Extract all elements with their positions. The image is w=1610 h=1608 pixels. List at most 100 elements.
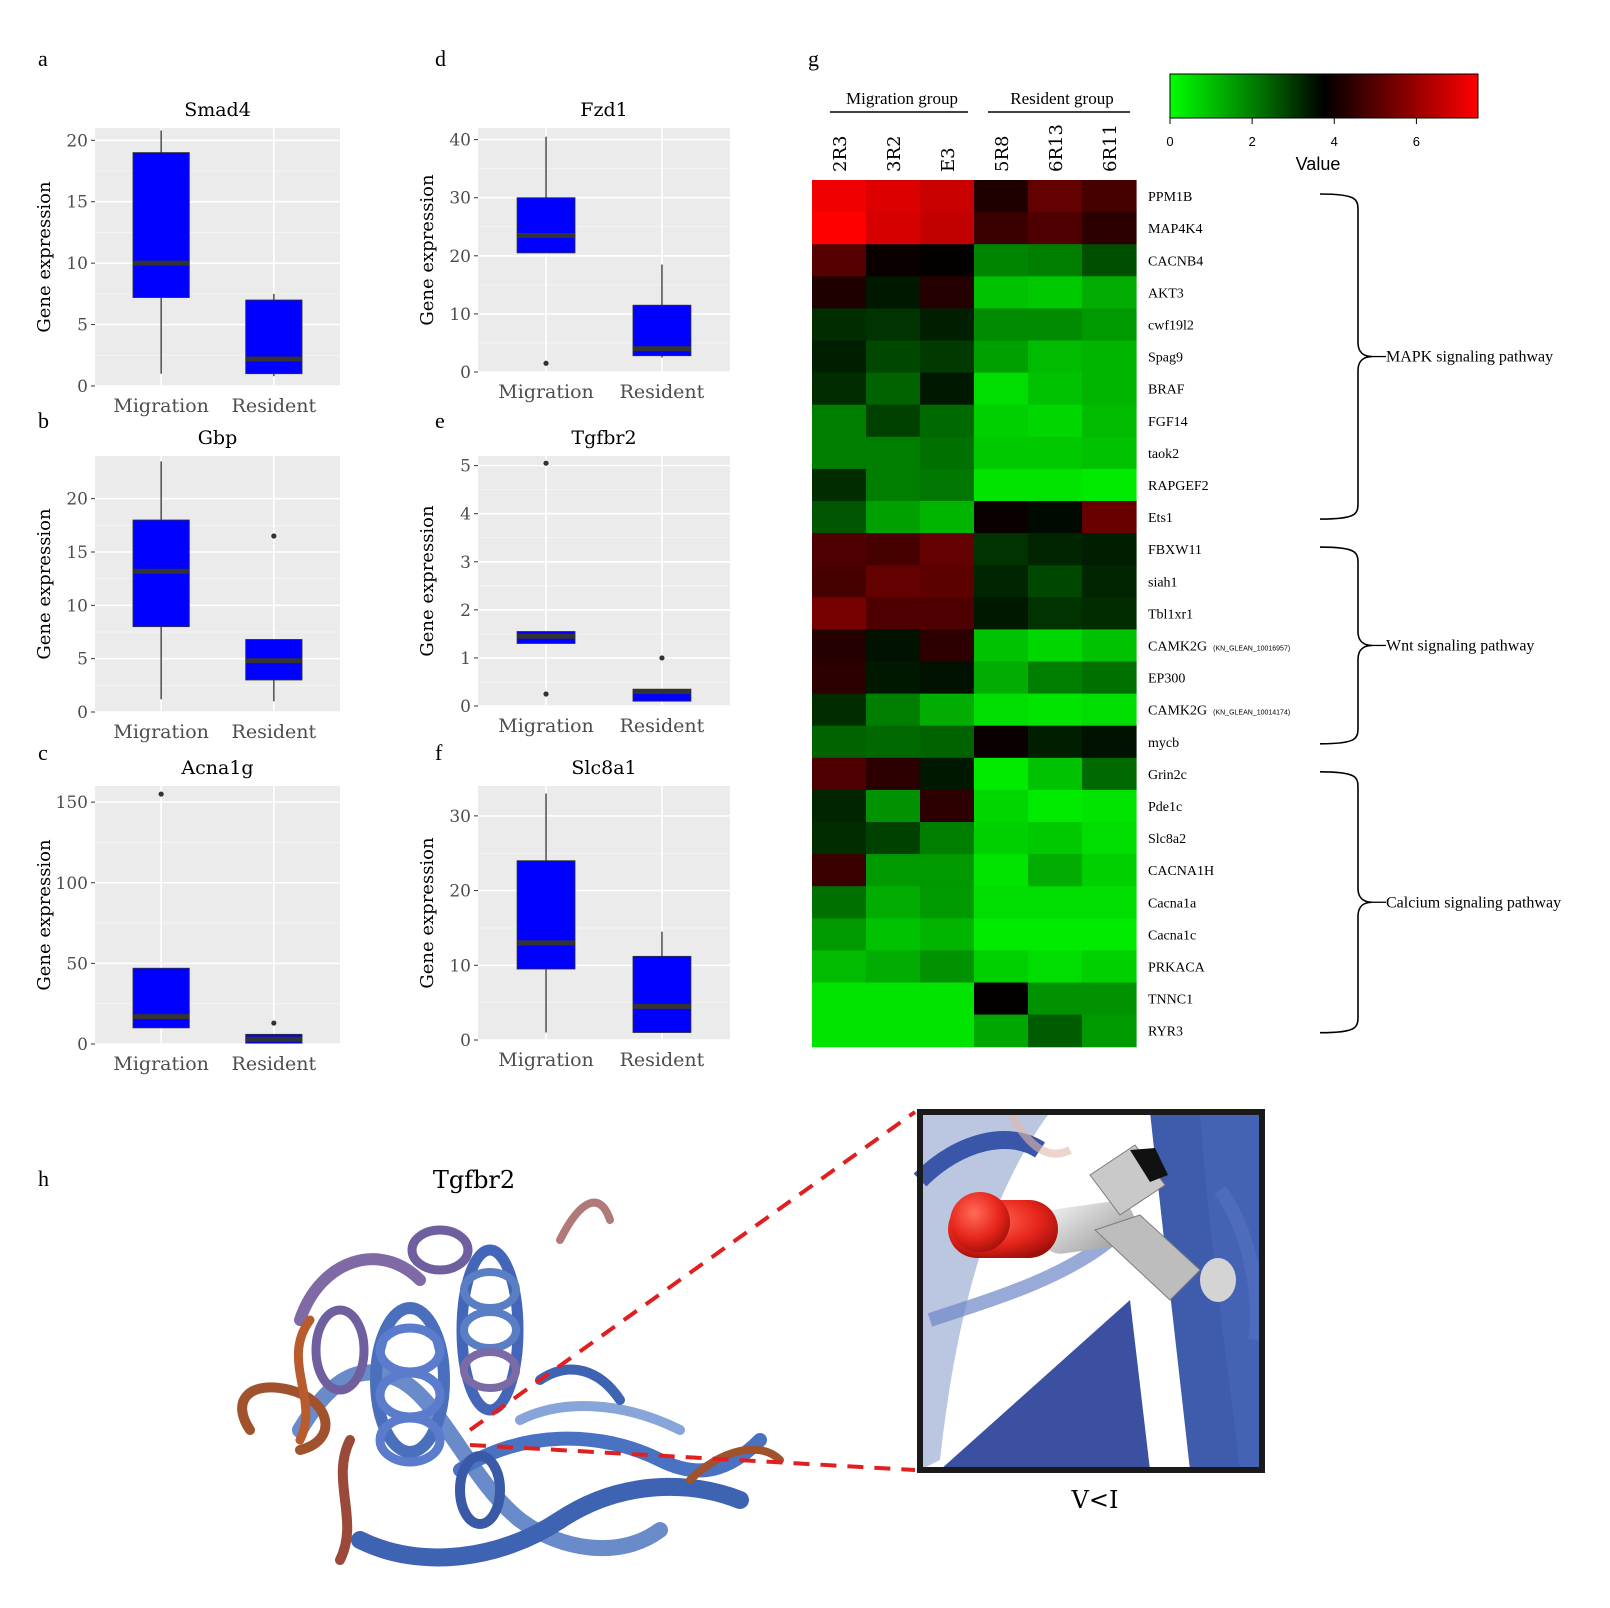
colorbar-tick-label: 6 bbox=[1413, 134, 1420, 149]
gene-id-label: (KN_GLEAN_10014174) bbox=[1213, 710, 1290, 717]
heatmap-cell bbox=[920, 725, 975, 759]
y-tick-label: 5 bbox=[77, 650, 88, 670]
outlier-point bbox=[543, 691, 549, 697]
heatmap-cell bbox=[1028, 1014, 1083, 1048]
heatmap-cell bbox=[920, 308, 975, 342]
heatmap-cell bbox=[974, 629, 1029, 663]
heatmap-cell bbox=[974, 436, 1029, 470]
heatmap-cell bbox=[1082, 822, 1137, 855]
x-category-label: Migration bbox=[113, 395, 209, 417]
heatmap-cell bbox=[974, 340, 1029, 374]
outlier-point bbox=[659, 655, 665, 661]
x-category-label: Resident bbox=[620, 381, 705, 403]
heatmap-cell bbox=[974, 822, 1029, 855]
heatmap-cell bbox=[920, 629, 975, 663]
y-tick-label: 20 bbox=[449, 247, 471, 267]
y-axis-label: Gene expression bbox=[417, 837, 438, 989]
x-category-label: Migration bbox=[498, 715, 594, 737]
gene-label: Spag9 bbox=[1148, 351, 1183, 366]
gene-label: mycb bbox=[1148, 736, 1179, 751]
heatmap-cell bbox=[974, 244, 1029, 277]
heatmap-cell bbox=[866, 180, 921, 213]
gene-label: EP300 bbox=[1148, 672, 1185, 687]
heatmap-cell bbox=[812, 693, 867, 727]
gene-label: Slc8a2 bbox=[1148, 832, 1186, 847]
heatmap-cell bbox=[866, 629, 921, 663]
heatmap-sample-labels: 2R3 3R2 E3 5R8 6R13 6R11 bbox=[830, 124, 1121, 172]
heatmap-cell bbox=[1082, 789, 1137, 823]
gene-label: Grin2c bbox=[1148, 768, 1187, 783]
gene-label: Cacna1c bbox=[1148, 928, 1196, 943]
pathway-brace bbox=[1319, 771, 1373, 1034]
heatmap-cell bbox=[920, 501, 975, 534]
heatmap-cell bbox=[974, 1014, 1029, 1048]
protein-title: Tgfbr2 bbox=[433, 1166, 515, 1194]
heatmap-cell bbox=[1028, 533, 1083, 566]
heatmap-cell bbox=[812, 565, 867, 598]
panel-letter-a: a bbox=[38, 46, 48, 71]
plot-title: Gbp bbox=[198, 427, 238, 449]
heatmap-cell bbox=[866, 565, 921, 598]
heatmap-cell bbox=[974, 533, 1029, 566]
heatmap-cell bbox=[1082, 308, 1137, 342]
heatmap-cell bbox=[974, 565, 1029, 598]
gene-label: Cacna1a bbox=[1148, 896, 1197, 911]
heatmap-cell bbox=[974, 918, 1029, 951]
heatmap-cell bbox=[866, 276, 921, 309]
heatmap-cell bbox=[812, 757, 867, 791]
plot-background bbox=[478, 456, 730, 706]
heatmap-cell bbox=[920, 244, 975, 277]
pathway-brace bbox=[1319, 546, 1373, 745]
heatmap-cell bbox=[974, 789, 1029, 823]
heatmap-cell bbox=[866, 950, 921, 984]
outlier-point bbox=[543, 460, 549, 466]
y-axis-label: Gene expression bbox=[34, 181, 55, 333]
x-category-label: Resident bbox=[232, 1053, 317, 1075]
heatmap-cell bbox=[1082, 436, 1137, 470]
plot-title: Slc8a1 bbox=[571, 757, 636, 779]
heatmap-cell bbox=[1028, 372, 1083, 406]
heatmap-cell bbox=[920, 212, 975, 245]
gene-label: CAMK2G (KN_GLEAN_10016957) bbox=[1148, 639, 1290, 654]
heatmap-cell bbox=[920, 822, 975, 855]
heatmap-cell bbox=[920, 372, 975, 406]
heatmap-cell bbox=[1082, 629, 1137, 663]
heatmap-cell bbox=[866, 854, 921, 887]
plot-title: Smad4 bbox=[184, 99, 251, 121]
y-tick-label: 20 bbox=[66, 131, 88, 151]
heatmap-cell bbox=[866, 982, 921, 1016]
heatmap-cell bbox=[920, 180, 975, 213]
boxplot-b: 0 5 10 15 20 Migration Resident Gbp Gene express… bbox=[34, 427, 340, 743]
heatmap-cell bbox=[920, 854, 975, 887]
heatmap-cell bbox=[974, 180, 1029, 213]
heatmap-cell bbox=[1028, 244, 1083, 277]
plot-title: Tgfbr2 bbox=[571, 427, 636, 449]
plot-title: Acna1g bbox=[180, 757, 253, 779]
gene-label: PPM1B bbox=[1148, 190, 1192, 205]
heatmap-cell bbox=[974, 308, 1029, 342]
heatmap-cell bbox=[866, 468, 921, 502]
gene-label: RYR3 bbox=[1148, 1025, 1183, 1040]
sample-label: 6R13 bbox=[1046, 124, 1067, 172]
y-tick-label: 10 bbox=[449, 956, 471, 976]
heatmap-cell bbox=[1028, 212, 1083, 245]
heatmap-cell bbox=[812, 661, 867, 695]
heatmap-cell bbox=[812, 404, 867, 438]
plot-background bbox=[478, 128, 730, 372]
gene-label: siah1 bbox=[1148, 575, 1178, 590]
heatmap-cell bbox=[920, 661, 975, 695]
heatmap-cell bbox=[974, 597, 1029, 630]
gene-label: PRKACA bbox=[1148, 960, 1206, 975]
plot-background bbox=[95, 786, 340, 1044]
heatmap-cell bbox=[1082, 565, 1137, 598]
heatmap-cell bbox=[866, 372, 921, 406]
colorbar-tick-label: 0 bbox=[1166, 134, 1173, 149]
heatmap-cell bbox=[1082, 854, 1137, 887]
y-tick-label: 20 bbox=[449, 882, 471, 902]
heatmap-cell bbox=[866, 212, 921, 245]
x-category-label: Resident bbox=[620, 715, 705, 737]
heatmap-cell bbox=[866, 886, 921, 919]
heatmap-cell bbox=[866, 918, 921, 951]
heatmap-cell bbox=[812, 533, 867, 566]
gene-label: AKT3 bbox=[1148, 286, 1184, 301]
